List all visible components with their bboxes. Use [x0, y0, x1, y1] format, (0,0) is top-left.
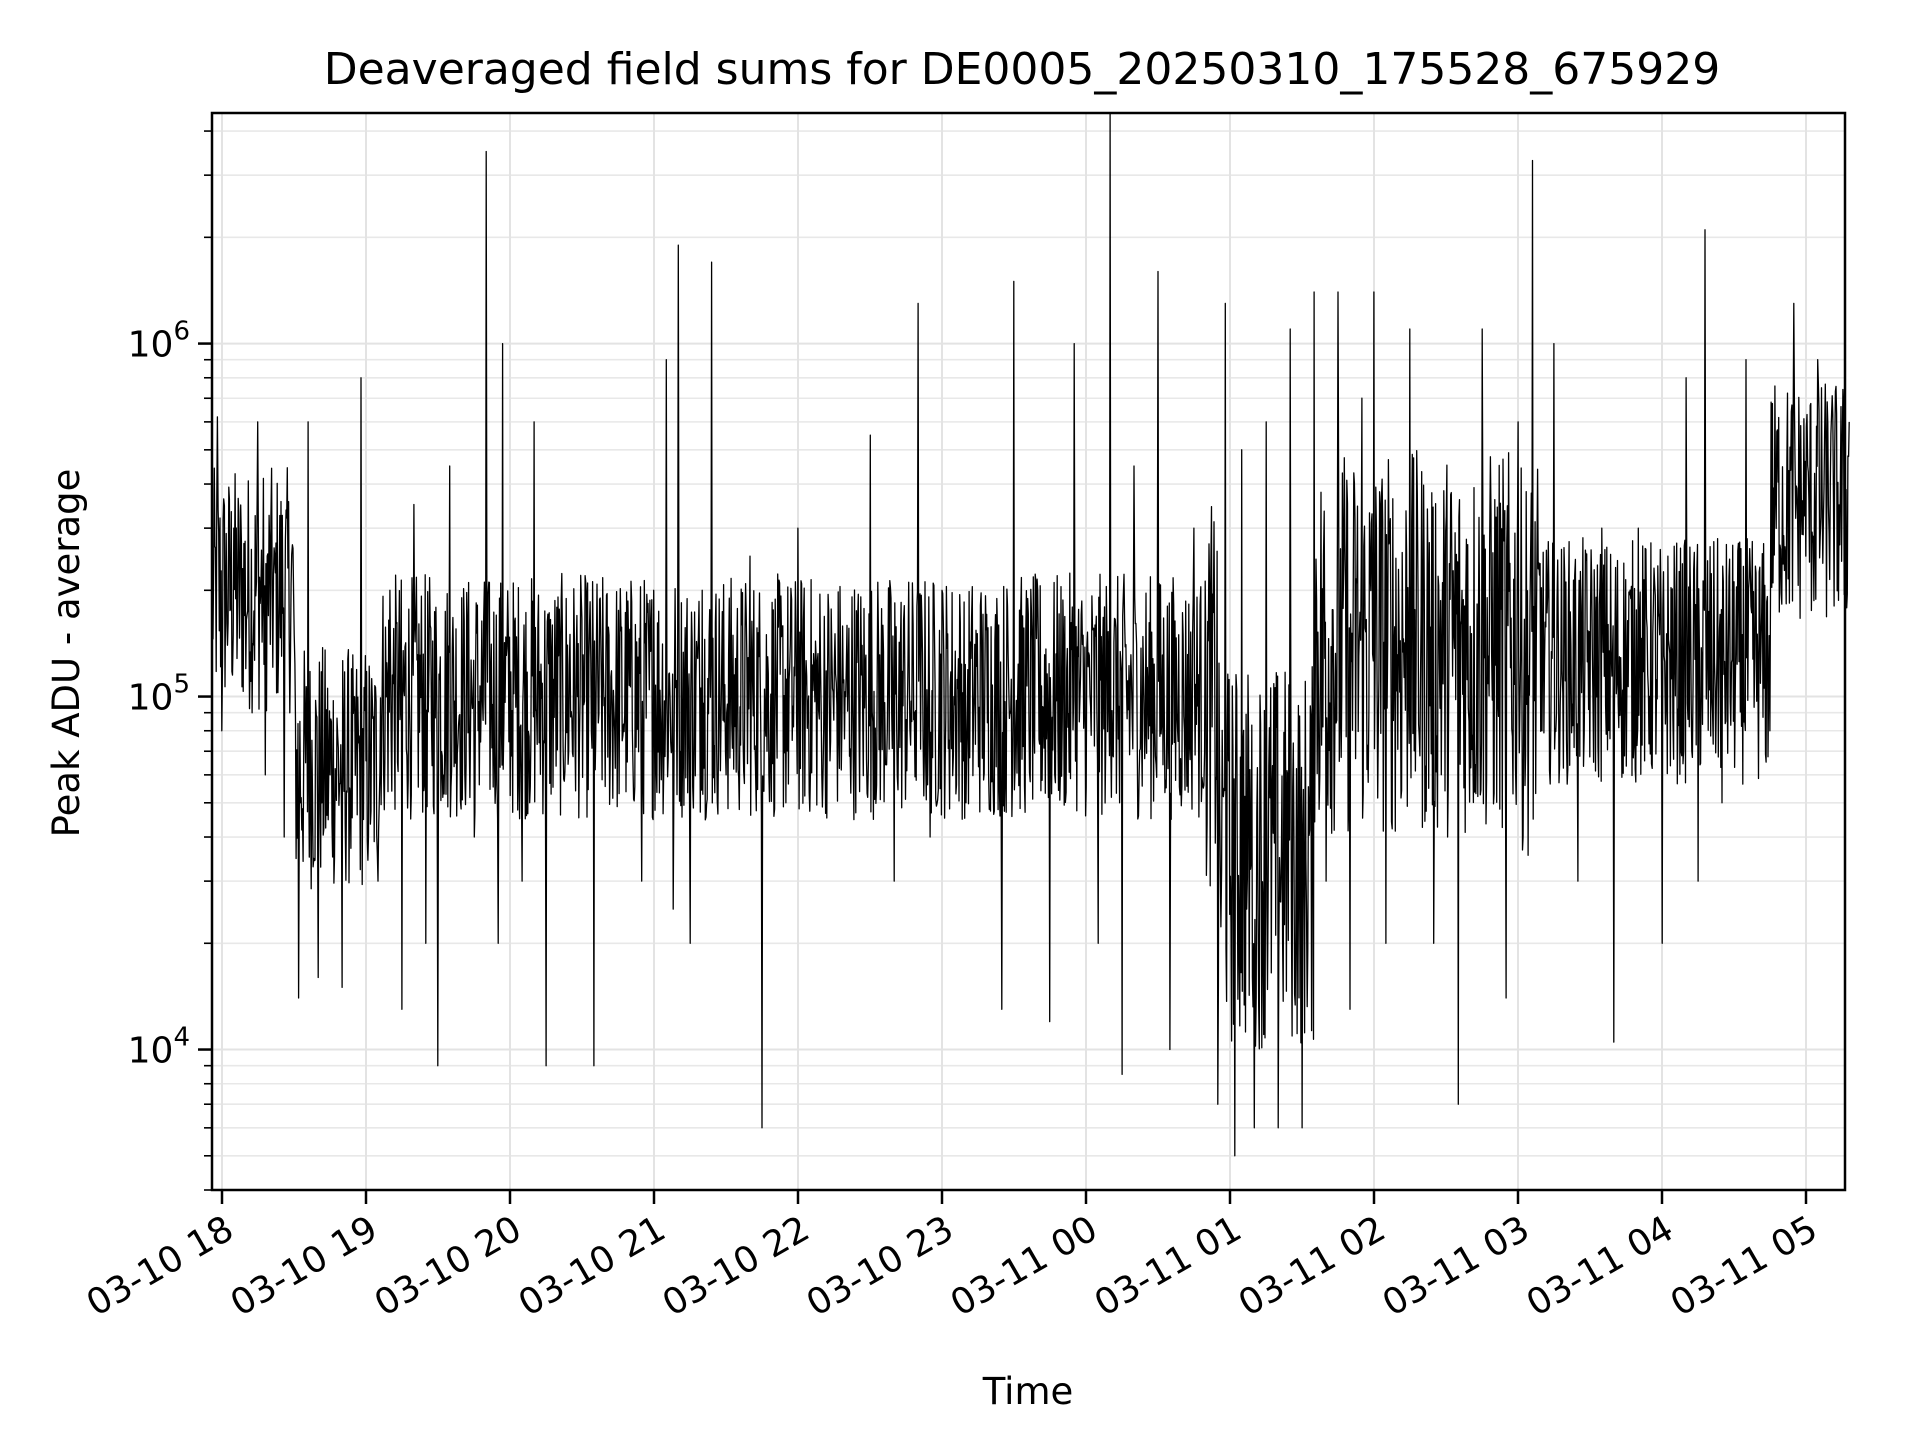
chart-title: Deaveraged field sums for DE0005_2025031…: [324, 44, 1721, 95]
series-line: [211, 112, 1850, 1157]
plot-frame: [210, 111, 1847, 1192]
y-axis-label: Peak ADU - average: [45, 469, 88, 838]
y-tick-label: 104: [128, 1023, 190, 1072]
x-axis-label: Time: [982, 1370, 1074, 1413]
grid-lines: [212, 113, 1845, 1191]
y-axis: 104 105 106: [128, 130, 212, 1191]
y-tick-label: 105: [128, 670, 190, 719]
y-tick-label: 106: [128, 317, 190, 366]
data-series: [211, 112, 1850, 1157]
